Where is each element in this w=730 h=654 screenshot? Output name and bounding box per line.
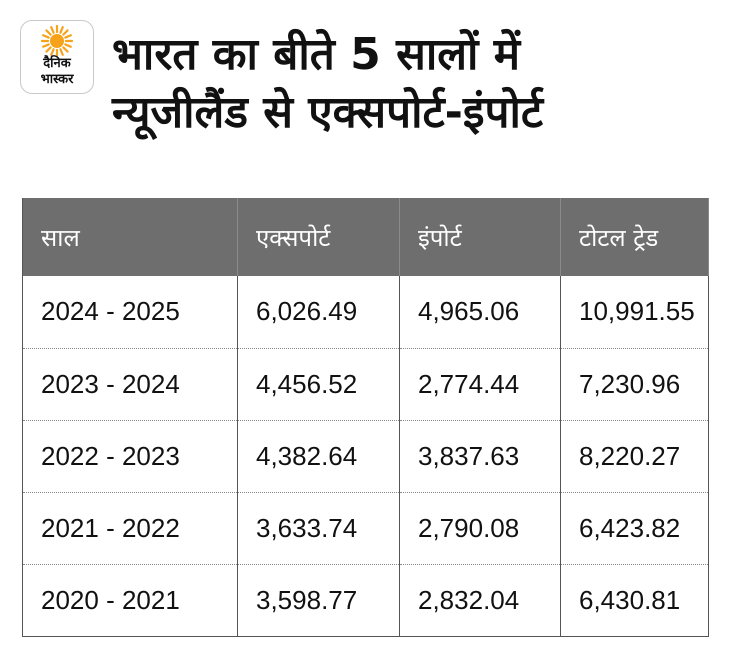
title-line-2: न्यूजीलैंड से एक्सपोर्ट-इंपोर्ट	[112, 87, 544, 138]
cell-total-trade: 7,230.96	[560, 348, 709, 421]
table-row: 2022 - 2023 4,382.64 3,837.63 8,220.27	[22, 420, 709, 493]
sun-ray	[42, 34, 50, 39]
cell-import: 2,832.04	[399, 564, 561, 637]
header: दैनिक भास्कर भारत का बीते 5 सालों में न्…	[0, 0, 730, 196]
cell-total-trade: 8,220.27	[560, 420, 709, 493]
cell-year: 2023 - 2024	[22, 348, 238, 421]
column-header-total-trade: टोटल ट्रेड	[560, 198, 709, 276]
cell-year: 2021 - 2022	[22, 492, 238, 565]
cell-year: 2022 - 2023	[22, 420, 238, 493]
title-line-1: भारत का बीते 5 सालों में	[112, 29, 521, 80]
page-title: भारत का बीते 5 सालों में न्यूजीलैंड से ए…	[112, 26, 710, 142]
cell-total-trade: 10,991.55	[560, 276, 709, 349]
sun-logo-icon: दैनिक भास्कर	[41, 24, 75, 87]
table-body: 2024 - 2025 6,026.49 4,965.06 10,991.55 2023…	[22, 276, 709, 637]
cell-export: 4,456.52	[237, 348, 400, 421]
logo-text-line1: दैनिक	[42, 55, 71, 71]
sun-ray	[50, 26, 55, 34]
sun-ray	[59, 26, 64, 34]
cell-total-trade: 6,430.81	[560, 564, 709, 637]
table-header-row: साल एक्सपोर्ट इंपोर्ट टोटल ट्रेड	[22, 198, 709, 276]
sun-ray	[45, 29, 52, 36]
sun-ray	[42, 43, 50, 48]
table-row: 2020 - 2021 3,598.77 2,832.04 6,430.81	[22, 564, 709, 637]
sun-ray	[64, 43, 72, 48]
sun-ray	[62, 29, 69, 36]
cell-total-trade: 6,423.82	[560, 492, 709, 565]
trade-table: साल एक्सपोर्ट इंपोर्ट टोटल ट्रेड 2024 - 202…	[22, 198, 709, 637]
cell-export: 3,633.74	[237, 492, 400, 565]
cell-export: 6,026.49	[237, 276, 400, 349]
cell-import: 2,774.44	[399, 348, 561, 421]
table-row: 2021 - 2022 3,633.74 2,790.08 6,423.82	[22, 492, 709, 565]
cell-export: 3,598.77	[237, 564, 400, 637]
table-row: 2023 - 2024 4,456.52 2,774.44 7,230.96	[22, 348, 709, 421]
cell-import: 3,837.63	[399, 420, 561, 493]
logo-text-line2: भास्कर	[41, 72, 75, 87]
sun-ray	[50, 48, 55, 56]
sun-ray	[62, 46, 69, 53]
cell-import: 4,965.06	[399, 276, 561, 349]
column-header-year: साल	[22, 198, 238, 276]
cell-import: 2,790.08	[399, 492, 561, 565]
sun-ray	[64, 34, 72, 39]
table-row: 2024 - 2025 6,026.49 4,965.06 10,991.55	[22, 276, 709, 349]
column-header-export: एक्सपोर्ट	[237, 198, 400, 276]
column-header-import: इंपोर्ट	[399, 198, 561, 276]
sun-ray	[59, 48, 64, 56]
cell-export: 4,382.64	[237, 420, 400, 493]
cell-year: 2020 - 2021	[22, 564, 238, 637]
sun-ray	[45, 46, 52, 53]
dainik-bhaskar-logo: दैनिक भास्कर	[20, 20, 94, 94]
cell-year: 2024 - 2025	[22, 276, 238, 349]
